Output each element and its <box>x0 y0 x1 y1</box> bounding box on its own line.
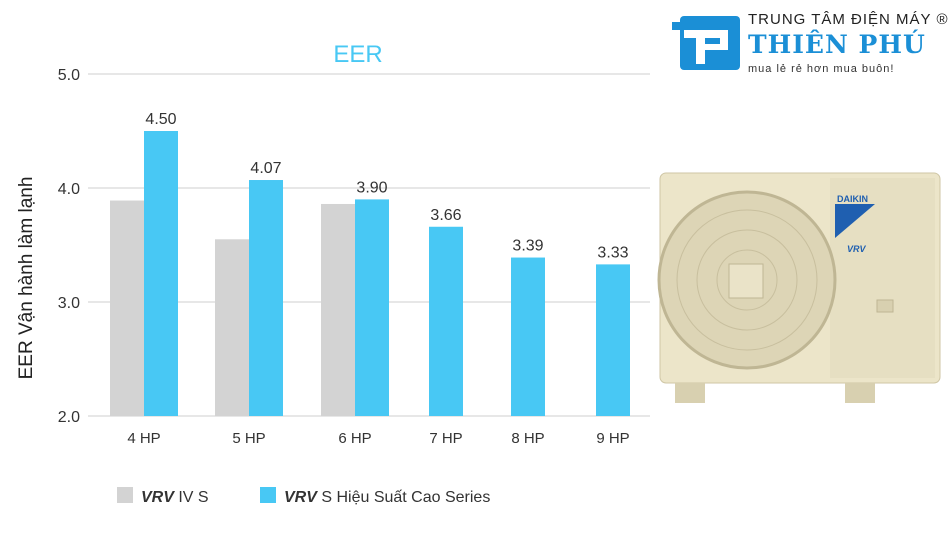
y-tick-label: 3.0 <box>58 295 80 312</box>
bar-vrv-iv-s <box>110 200 144 416</box>
data-label: 3.39 <box>512 238 543 255</box>
logo-mark-icon <box>672 16 740 70</box>
data-label: 4.50 <box>145 111 176 128</box>
bar-vrv-s-high-efficiency <box>144 131 178 416</box>
outdoor-unit-image: DAIKIN VRV <box>657 172 941 403</box>
x-tick-label: 6 HP <box>338 430 371 447</box>
legend-label: VRV IV S <box>141 489 209 506</box>
bar-vrv-s-high-efficiency <box>249 180 283 416</box>
bar-vrv-iv-s <box>321 203 355 416</box>
daikin-label: DAIKIN <box>837 194 868 204</box>
y-tick-label: 5.0 <box>58 67 80 84</box>
bar-vrv-s-high-efficiency <box>355 199 389 416</box>
chart-title: EER <box>333 41 382 68</box>
bar-vrv-s-high-efficiency <box>511 257 545 416</box>
x-tick-label: 4 HP <box>127 430 160 447</box>
data-label: 3.90 <box>356 179 387 196</box>
vrv-label: VRV <box>847 244 867 254</box>
bar-vrv-s-high-efficiency <box>596 264 630 416</box>
bar-vrv-s-high-efficiency <box>429 226 463 416</box>
thien-phu-logo: TRUNG TÂM ĐIỆN MÁY ® THIÊN PHÚ mua lẻ rẻ… <box>672 12 950 78</box>
x-tick-label: 9 HP <box>596 430 629 447</box>
bar-vrv-iv-s <box>215 239 249 416</box>
logo-line1: TRUNG TÂM ĐIỆN MÁY ® <box>748 11 949 28</box>
data-label: 3.33 <box>597 244 628 261</box>
legend-swatch <box>117 487 133 503</box>
data-label: 4.07 <box>250 160 281 177</box>
legend-label: VRV S Hiệu Suất Cao Series <box>284 489 490 506</box>
x-tick-label: 8 HP <box>511 430 544 447</box>
y-tick-label: 4.0 <box>58 181 80 198</box>
y-axis-label: EER Vận hành làm lạnh <box>16 177 37 380</box>
logo-line2: THIÊN PHÚ <box>748 30 926 59</box>
x-tick-label: 7 HP <box>429 430 462 447</box>
eer-bar-chart: EER 2.0 3.0 4.0 5.0 EER Vận hành làm lạnh 4 HP… <box>16 41 650 506</box>
legend-swatch <box>260 487 276 503</box>
x-tick-label: 5 HP <box>232 430 265 447</box>
data-label: 3.66 <box>430 207 461 224</box>
logo-slogan: mua lẻ rẻ hơn mua buôn! <box>748 63 895 75</box>
y-tick-label: 2.0 <box>58 409 80 426</box>
